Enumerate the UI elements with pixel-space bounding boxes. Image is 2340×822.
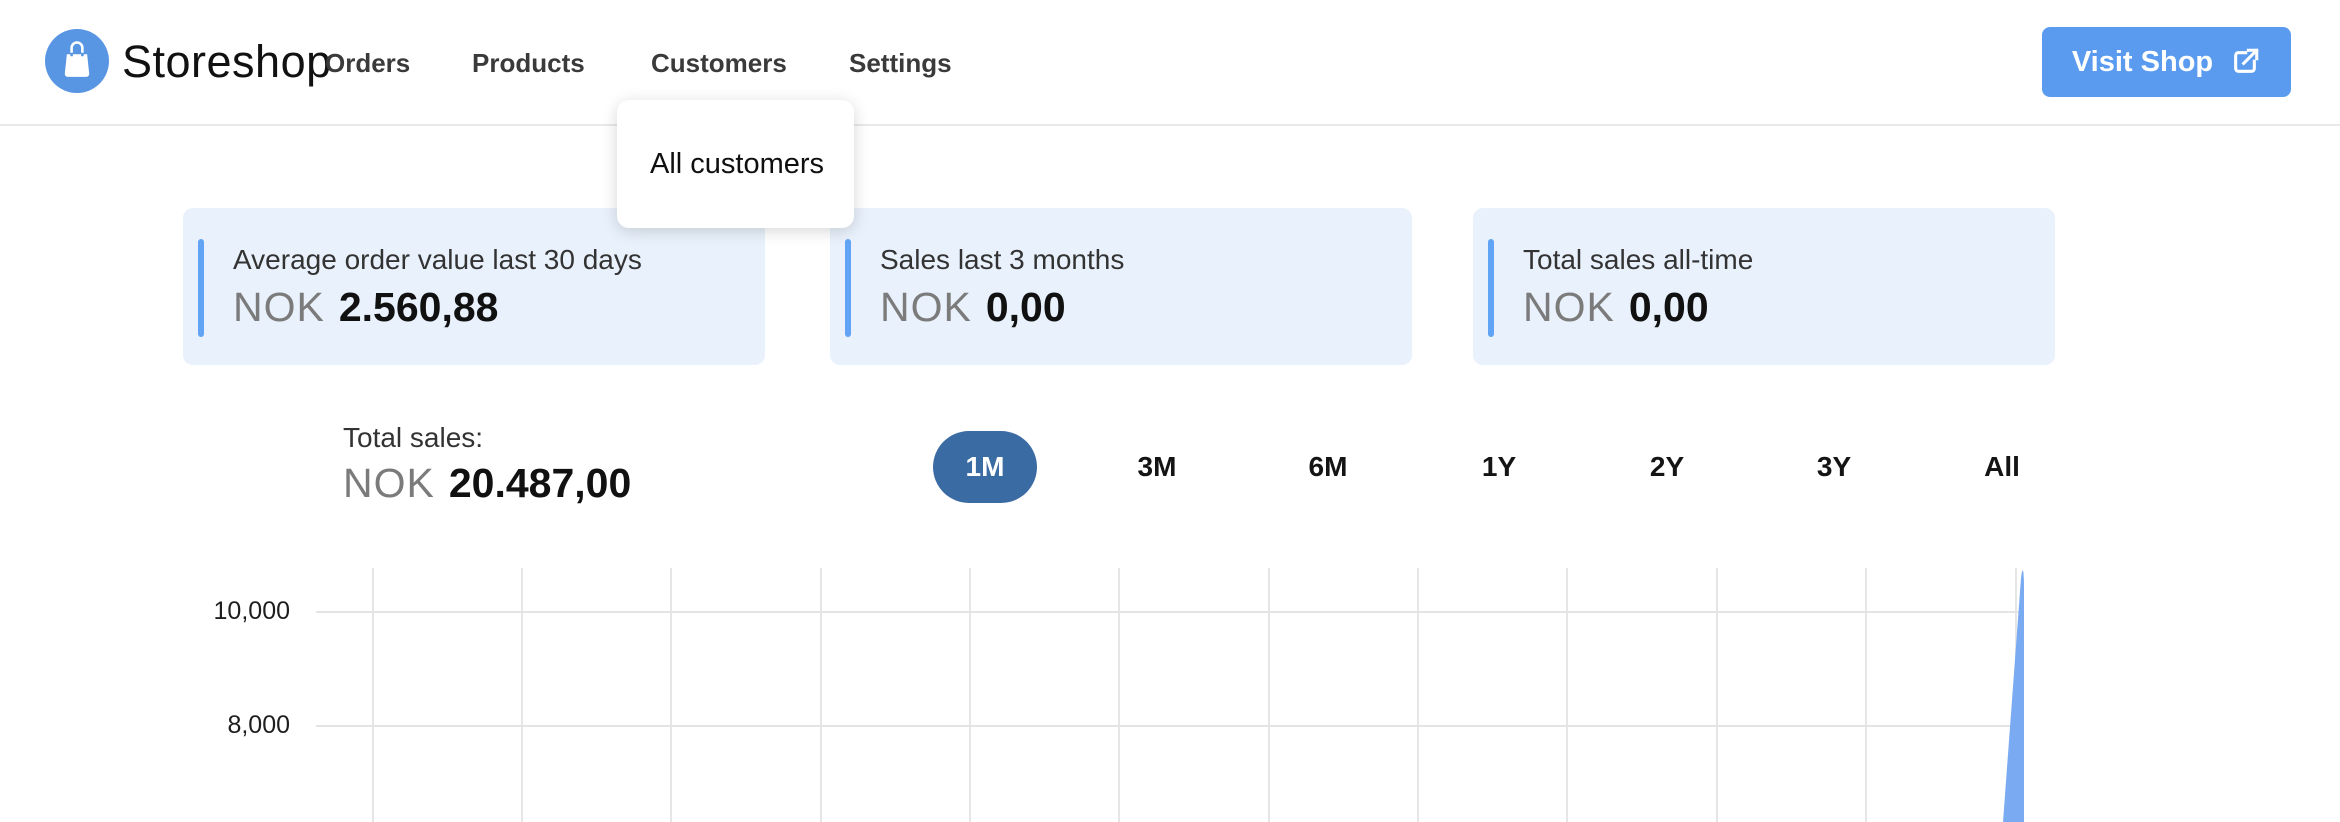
stat-card-value: NOK 2.560,88 (233, 284, 498, 331)
nav-item-customers[interactable]: Customers (651, 48, 787, 78)
stat-card-sales-3-months: Sales last 3 months NOK 0,00 (830, 208, 1412, 365)
stat-card-title: Average order value last 30 days (233, 244, 642, 275)
card-accent-bar (1488, 239, 1494, 337)
external-link-icon (2234, 48, 2259, 73)
total-sales-label: Total sales: (343, 422, 484, 453)
brand-name: Storeshop (122, 36, 332, 87)
chart-horizontal-gridlines (316, 611, 2024, 727)
visit-shop-label: Visit Shop (2071, 45, 2214, 78)
stat-card-value: NOK 0,00 (1523, 284, 1709, 331)
amount: 20.487,00 (448, 460, 632, 506)
storeshop-logo[interactable] (45, 29, 109, 93)
card-accent-bar (198, 239, 204, 337)
stat-card-average-order-value: Average order value last 30 days NOK 2.56… (183, 208, 765, 365)
currency-code: NOK (233, 284, 325, 330)
sales-area-spike (2003, 570, 2024, 822)
amount: 2.560,88 (338, 284, 499, 330)
range-option-all[interactable]: All (1984, 451, 2020, 482)
chart-vertical-gridlines (372, 568, 2017, 822)
nav-item-products[interactable]: Products (472, 48, 585, 78)
currency-code: NOK (343, 460, 435, 506)
stat-card-total-sales-all-time: Total sales all-time NOK 0,00 (1473, 208, 2055, 365)
range-option-2y[interactable]: 2Y (1649, 451, 1685, 482)
amount: 0,00 (985, 284, 1066, 330)
stat-card-title: Sales last 3 months (880, 244, 1125, 275)
visit-shop-button[interactable]: Visit Shop (2042, 27, 2291, 97)
amount: 0,00 (1628, 284, 1709, 330)
nav-item-orders[interactable]: Orders (325, 48, 411, 78)
shopping-bag-icon (64, 41, 90, 77)
total-sales-value: NOK 20.487,00 (343, 460, 631, 507)
y-axis-tick-8000: 8,000 (227, 711, 290, 739)
stat-card-title: Total sales all-time (1523, 244, 1754, 275)
range-option-1y[interactable]: 1Y (1481, 451, 1517, 482)
nav-item-settings[interactable]: Settings (849, 48, 952, 78)
range-option-3m[interactable]: 3M (1137, 451, 1177, 482)
range-option-6m[interactable]: 6M (1308, 451, 1348, 482)
range-option-3y[interactable]: 3Y (1816, 451, 1852, 482)
y-axis-tick-10000: 10,000 (213, 597, 290, 625)
customers-dropdown-menu: All customers (617, 100, 854, 228)
menu-item-all-customers[interactable]: All customers (650, 147, 825, 180)
currency-code: NOK (1523, 284, 1615, 330)
card-accent-bar (845, 239, 851, 337)
stat-card-value: NOK 0,00 (880, 284, 1066, 331)
currency-code: NOK (880, 284, 972, 330)
range-option-1m[interactable]: 1M (933, 431, 1037, 503)
top-nav-bar: Storeshop Orders Products Customers Sett… (0, 0, 2340, 126)
